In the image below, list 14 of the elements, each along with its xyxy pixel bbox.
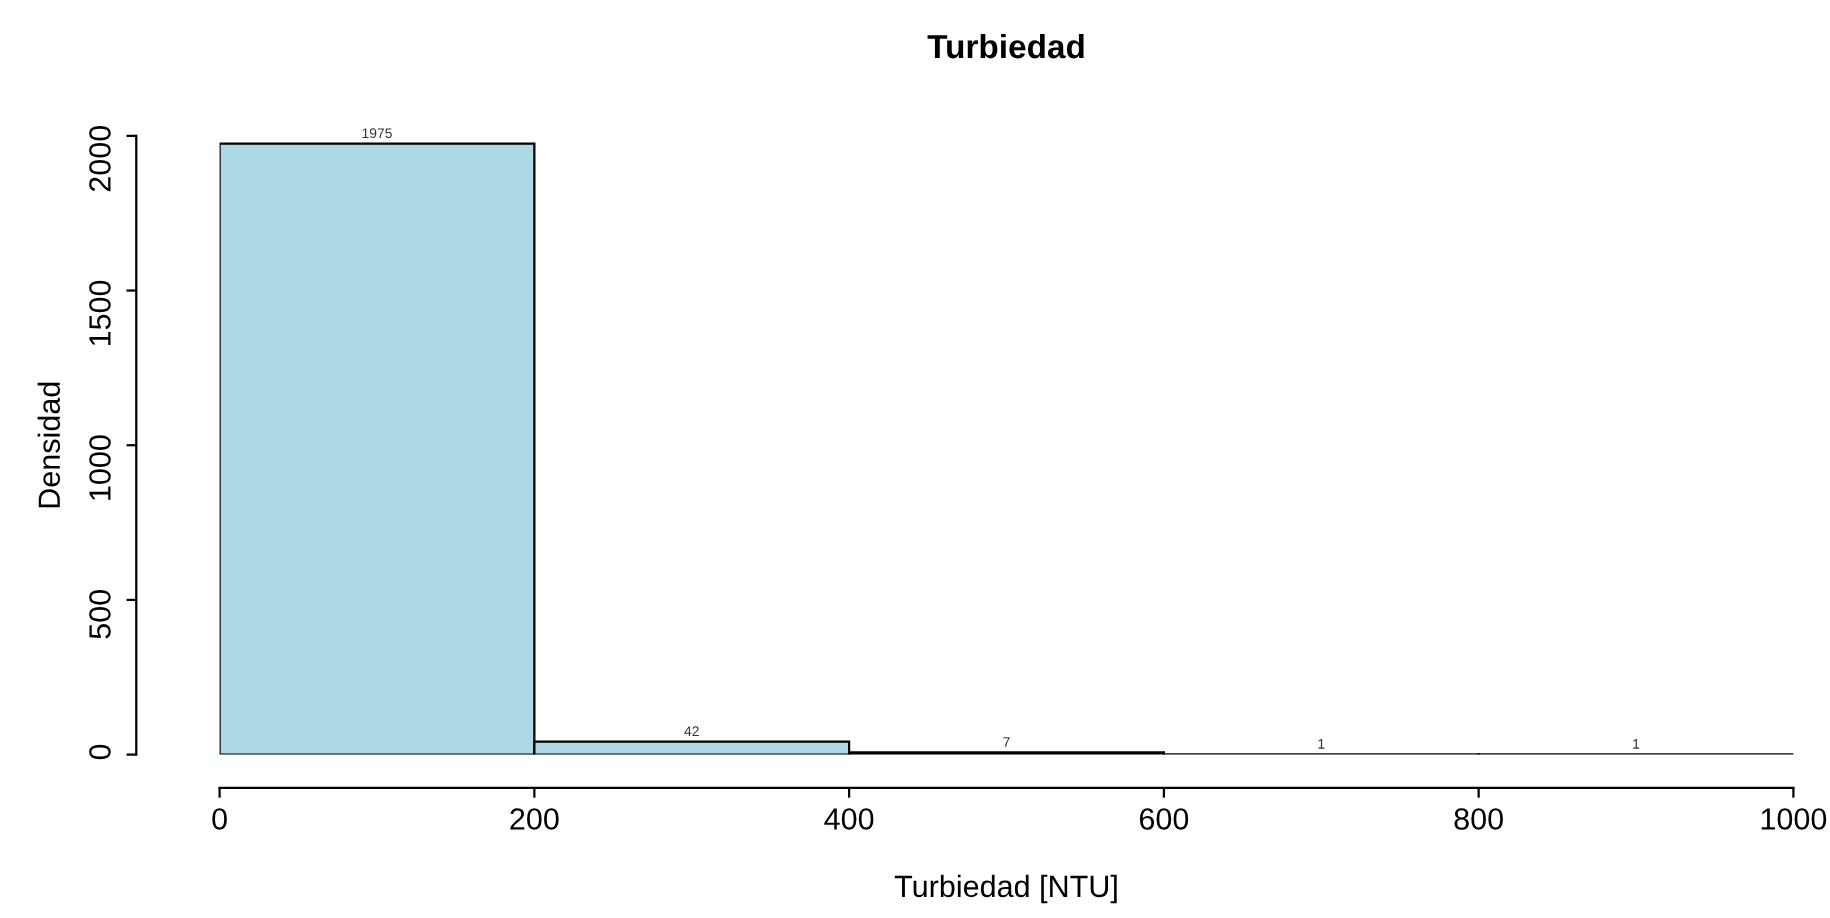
x-tick-label: 800 — [1454, 808, 1503, 830]
y-tick-label: 500 — [89, 590, 111, 639]
y-axis-title: Densidad — [37, 382, 61, 508]
x-tick-label: 1000 — [1761, 808, 1827, 830]
x-tick-label: 400 — [824, 808, 874, 830]
x-tick-label: 0 — [212, 808, 227, 830]
y-tick-label: 1500 — [89, 280, 111, 346]
x-tick-label: 600 — [1139, 808, 1189, 830]
y-tick-label: 0 — [89, 744, 111, 760]
chart-title: Turbiedad — [927, 33, 1084, 59]
y-tick-label: 2000 — [89, 125, 111, 192]
y-tick-label: 1000 — [89, 435, 111, 500]
x-axis-title: Turbiedad [NTU] — [894, 874, 1117, 904]
x-tick-label: 200 — [510, 808, 559, 830]
